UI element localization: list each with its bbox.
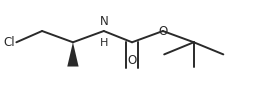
Polygon shape [67,42,79,67]
Text: Cl: Cl [3,36,15,49]
Text: N: N [99,15,108,28]
Text: H: H [100,38,108,48]
Text: O: O [127,54,137,67]
Text: O: O [158,25,167,38]
